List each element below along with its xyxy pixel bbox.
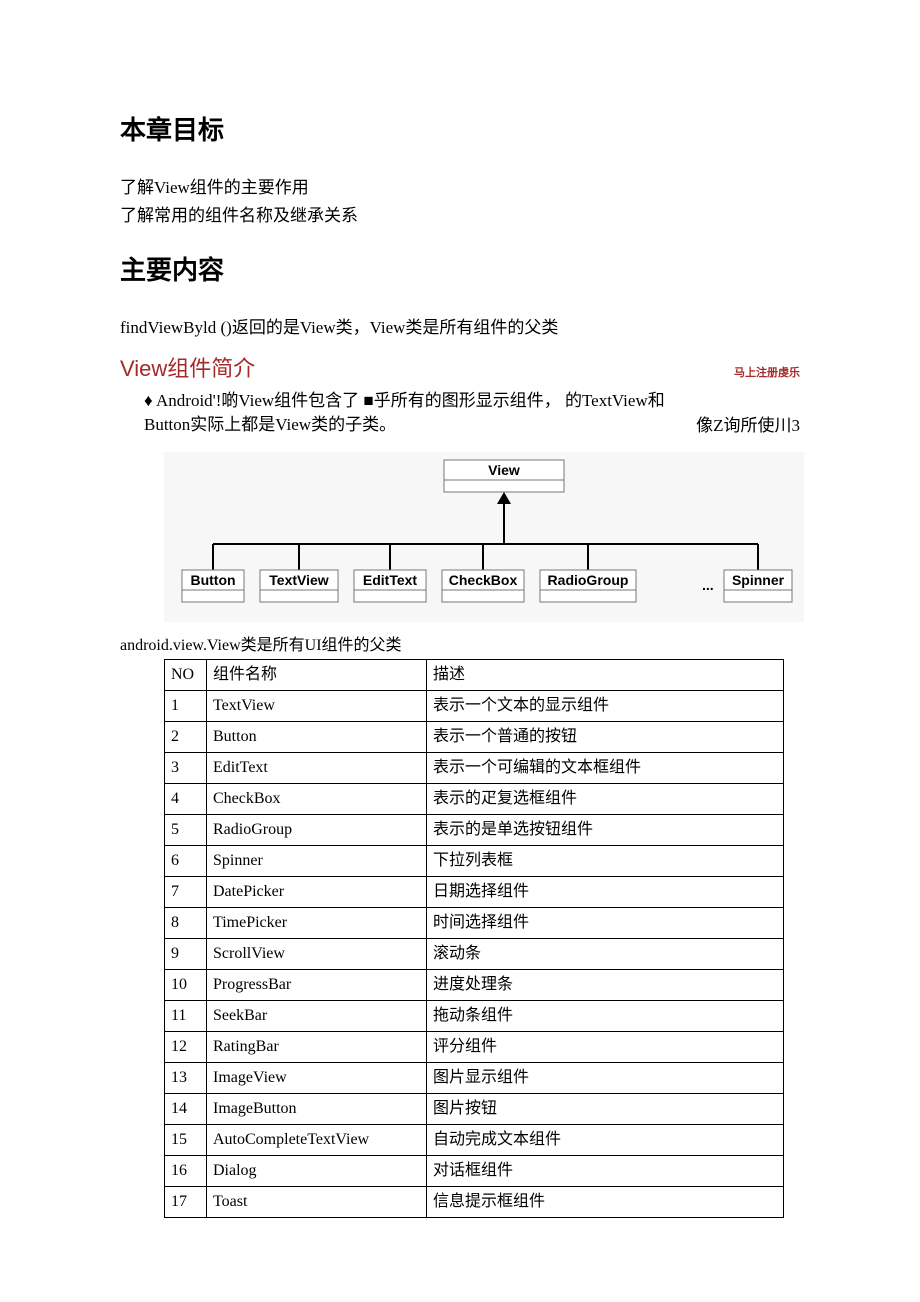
cell-desc: 进度处理条	[427, 969, 784, 1000]
svg-text:CheckBox: CheckBox	[449, 572, 518, 588]
document-page: 本章目标 了解View组件的主要作用 了解常用的组件名称及继承关系 主要内容 f…	[0, 0, 920, 1298]
cell-desc: 时间选择组件	[427, 907, 784, 938]
table-row: 4CheckBox表示的疋复选框组件	[165, 783, 784, 814]
table-row: 11SeekBar拖动条组件	[165, 1000, 784, 1031]
table-header-row: NO组件名称描述	[165, 659, 784, 690]
cell-no: 9	[165, 938, 207, 969]
cell-no: 7	[165, 876, 207, 907]
bullet-text-content: Android'!啲View组件包含了 ■乎所有的图形显示组件， 的TextVi…	[144, 391, 665, 435]
svg-text:TextView: TextView	[269, 572, 329, 588]
table-row: 10ProgressBar进度处理条	[165, 969, 784, 1000]
cell-desc: 评分组件	[427, 1031, 784, 1062]
side-text: 像Z询所使川3	[696, 389, 800, 436]
cell-no: 15	[165, 1124, 207, 1155]
cell-name: Spinner	[207, 845, 427, 876]
bullet-text: ♦ Android'!啲View组件包含了 ■乎所有的图形显示组件， 的Text…	[144, 389, 684, 438]
cell-no: 10	[165, 969, 207, 1000]
cell-no: 3	[165, 752, 207, 783]
svg-text:...: ...	[702, 577, 714, 593]
cell-desc: 日期选择组件	[427, 876, 784, 907]
view-hierarchy-diagram: View Button TextView EditText CheckBox RadioG…	[164, 452, 804, 627]
table-row: 6Spinner下拉列表框	[165, 845, 784, 876]
cell-name: TimePicker	[207, 907, 427, 938]
svg-text:Button: Button	[190, 572, 235, 588]
cell-name: Dialog	[207, 1155, 427, 1186]
cell-desc: 表示的疋复选框组件	[427, 783, 784, 814]
cell-name: Button	[207, 721, 427, 752]
cell-name: RatingBar	[207, 1031, 427, 1062]
table-row: 17Toast信息提示框组件	[165, 1186, 784, 1217]
intro-title: View组件简介	[120, 351, 255, 383]
cell-name: RadioGroup	[207, 814, 427, 845]
diagram-caption: android.view.View类是所有UI组件的父类	[120, 631, 800, 655]
cell-no: 6	[165, 845, 207, 876]
cell-name: ImageButton	[207, 1093, 427, 1124]
heading-goals: 本章目标	[120, 110, 800, 147]
th-name: 组件名称	[207, 659, 427, 690]
table-row: 8TimePicker时间选择组件	[165, 907, 784, 938]
table-row: 7DatePicker日期选择组件	[165, 876, 784, 907]
register-link[interactable]: 马上注册虔乐	[734, 364, 800, 380]
table-row: 9ScrollView滚动条	[165, 938, 784, 969]
cell-name: SeekBar	[207, 1000, 427, 1031]
svg-text:RadioGroup: RadioGroup	[548, 572, 629, 588]
table-row: 1TextView表示一个文本的显示组件	[165, 690, 784, 721]
goals-line-2: 了解常用的组件名称及继承关系	[120, 203, 800, 229]
cell-no: 1	[165, 690, 207, 721]
table-row: 3EditText表示一个可编辑的文本框组件	[165, 752, 784, 783]
cell-no: 13	[165, 1062, 207, 1093]
cell-name: TextView	[207, 690, 427, 721]
table-row: 16Dialog对话框组件	[165, 1155, 784, 1186]
cell-name: Toast	[207, 1186, 427, 1217]
goals-line-1: 了解View组件的主要作用	[120, 175, 800, 201]
svg-text:Spinner: Spinner	[732, 572, 785, 588]
svg-text:EditText: EditText	[363, 572, 418, 588]
diamond-icon: ♦	[144, 391, 156, 410]
cell-desc: 滚动条	[427, 938, 784, 969]
th-no: NO	[165, 659, 207, 690]
cell-no: 14	[165, 1093, 207, 1124]
table-row: 13ImageView图片显示组件	[165, 1062, 784, 1093]
heading-content: 主要内容	[120, 250, 800, 287]
cell-desc: 自动完成文本组件	[427, 1124, 784, 1155]
cell-name: AutoCompleteTextView	[207, 1124, 427, 1155]
cell-no: 4	[165, 783, 207, 814]
table-row: 14ImageButton图片按钮	[165, 1093, 784, 1124]
svg-text:View: View	[488, 462, 520, 478]
cell-desc: 信息提示框组件	[427, 1186, 784, 1217]
cell-desc: 表示一个普通的按钮	[427, 721, 784, 752]
th-desc: 描述	[427, 659, 784, 690]
cell-desc: 对话框组件	[427, 1155, 784, 1186]
cell-no: 12	[165, 1031, 207, 1062]
table-row: 5RadioGroup表示的是单选按钮组件	[165, 814, 784, 845]
cell-name: ScrollView	[207, 938, 427, 969]
bullet-row: ♦ Android'!啲View组件包含了 ■乎所有的图形显示组件， 的Text…	[144, 389, 800, 438]
cell-no: 8	[165, 907, 207, 938]
cell-name: EditText	[207, 752, 427, 783]
cell-desc: 拖动条组件	[427, 1000, 784, 1031]
intro-line: findViewByld ()返回的是View类，View类是所有组件的父类	[120, 315, 800, 341]
cell-desc: 表示一个文本的显示组件	[427, 690, 784, 721]
cell-name: ImageView	[207, 1062, 427, 1093]
cell-desc: 表示一个可编辑的文本框组件	[427, 752, 784, 783]
table-row: 12RatingBar评分组件	[165, 1031, 784, 1062]
intro-title-row: View组件简介 马上注册虔乐	[120, 351, 800, 383]
cell-no: 17	[165, 1186, 207, 1217]
cell-name: ProgressBar	[207, 969, 427, 1000]
cell-desc: 下拉列表框	[427, 845, 784, 876]
cell-desc: 图片显示组件	[427, 1062, 784, 1093]
cell-desc: 表示的是单选按钮组件	[427, 814, 784, 845]
table-row: 2Button表示一个普通的按钮	[165, 721, 784, 752]
cell-no: 11	[165, 1000, 207, 1031]
cell-desc: 图片按钮	[427, 1093, 784, 1124]
cell-name: DatePicker	[207, 876, 427, 907]
table-row: 15AutoCompleteTextView自动完成文本组件	[165, 1124, 784, 1155]
cell-no: 16	[165, 1155, 207, 1186]
diagram-svg: View Button TextView EditText CheckBox RadioG…	[164, 452, 804, 622]
cell-no: 5	[165, 814, 207, 845]
cell-name: CheckBox	[207, 783, 427, 814]
components-table: NO组件名称描述1TextView表示一个文本的显示组件2Button表示一个普…	[164, 659, 784, 1218]
cell-no: 2	[165, 721, 207, 752]
